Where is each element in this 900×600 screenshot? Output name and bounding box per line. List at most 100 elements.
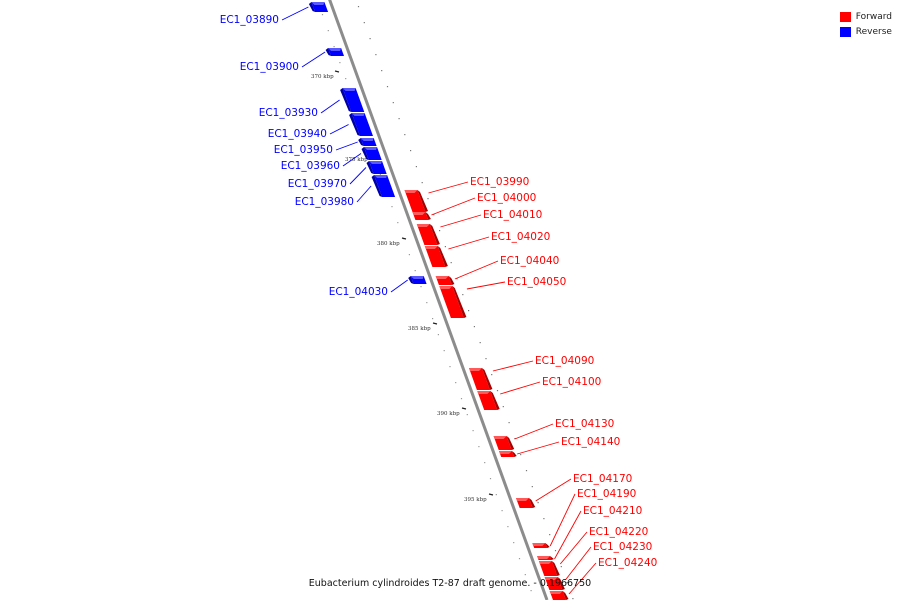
gene-block-ec1-04010[interactable] bbox=[416, 224, 440, 245]
gene-leader-line bbox=[356, 185, 372, 203]
track-dot bbox=[410, 150, 412, 152]
gene-leader-line bbox=[342, 153, 362, 167]
gene-block-ec1-04220[interactable] bbox=[538, 561, 560, 576]
gene-block-ec1-04100[interactable] bbox=[477, 391, 500, 410]
gene-label-ec1-04190[interactable]: EC1_04190 bbox=[577, 488, 636, 500]
gene-block-ec1-04190[interactable] bbox=[532, 543, 550, 548]
gene-label-ec1-04240[interactable]: EC1_04240 bbox=[598, 557, 657, 569]
gene-block-ec1-03900[interactable] bbox=[325, 48, 344, 56]
gene-label-ec1-03900[interactable]: EC1_03900 bbox=[240, 61, 299, 73]
track-dot bbox=[518, 558, 521, 560]
gene-label-ec1-03990[interactable]: EC1_03990 bbox=[470, 176, 529, 188]
gene-face bbox=[364, 147, 382, 160]
gene-label-ec1-03950[interactable]: EC1_03950 bbox=[274, 144, 333, 156]
gene-label-ec1-04170[interactable]: EC1_04170 bbox=[573, 473, 632, 485]
gene-label-ec1-03890[interactable]: EC1_03890 bbox=[220, 14, 279, 26]
gene-label-ec1-03980[interactable]: EC1_03980 bbox=[295, 196, 354, 208]
track-dot bbox=[345, 78, 347, 80]
gene-side bbox=[425, 212, 431, 220]
gene-face bbox=[477, 391, 498, 410]
gene-bevel bbox=[538, 561, 552, 564]
gene-face bbox=[538, 561, 558, 576]
gene-bevel bbox=[369, 161, 382, 164]
gene-leader-line bbox=[428, 181, 469, 194]
gene-side bbox=[340, 88, 352, 112]
gene-label-ec1-04140[interactable]: EC1_04140 bbox=[561, 436, 620, 448]
gene-label-ec1-04030[interactable]: EC1_04030 bbox=[329, 286, 388, 298]
gene-label-ec1-03960[interactable]: EC1_03960 bbox=[281, 160, 340, 172]
track-dot bbox=[404, 134, 406, 136]
gene-block-ec1-03950[interactable] bbox=[358, 138, 377, 146]
gene-side bbox=[551, 561, 560, 576]
gene-label-ec1-04020[interactable]: EC1_04020 bbox=[491, 231, 550, 243]
gene-label-ec1-04130[interactable]: EC1_04130 bbox=[555, 418, 614, 430]
gene-face bbox=[369, 161, 387, 174]
legend-swatch-forward bbox=[839, 11, 851, 22]
gene-block-ec1-04140[interactable] bbox=[499, 451, 517, 457]
track-dot bbox=[472, 430, 474, 432]
track-dot bbox=[420, 286, 422, 288]
gene-block-ec1-04130[interactable] bbox=[493, 436, 515, 450]
tick-mark bbox=[401, 237, 407, 240]
legend: Forward Reverse bbox=[839, 9, 892, 39]
gene-bevel bbox=[412, 212, 426, 215]
gene-block-ec1-04210[interactable] bbox=[537, 556, 554, 560]
gene-leader-line bbox=[301, 51, 326, 68]
gene-side bbox=[429, 224, 440, 245]
gene-side bbox=[371, 175, 383, 197]
track-dot bbox=[414, 270, 416, 272]
gene-side bbox=[366, 161, 374, 174]
gene-label-ec1-04000[interactable]: EC1_04000 bbox=[477, 192, 536, 204]
gene-block-ec1-04050[interactable] bbox=[439, 286, 467, 318]
gene-block-ec1-04240[interactable] bbox=[549, 591, 569, 600]
gene-face bbox=[469, 368, 490, 390]
gene-block-ec1-04000[interactable] bbox=[412, 212, 431, 220]
track-dot bbox=[415, 166, 417, 168]
gene-label-ec1-04210[interactable]: EC1_04210 bbox=[583, 505, 642, 517]
gene-side bbox=[550, 556, 554, 560]
gene-bevel bbox=[537, 556, 551, 559]
gene-bevel bbox=[516, 498, 529, 501]
gene-block-ec1-03930[interactable] bbox=[340, 88, 365, 112]
gene-label-ec1-04010[interactable]: EC1_04010 bbox=[483, 209, 542, 221]
gene-label-ec1-04040[interactable]: EC1_04040 bbox=[500, 255, 559, 267]
gene-side bbox=[325, 48, 331, 56]
gene-label-ec1-04230[interactable]: EC1_04230 bbox=[593, 541, 652, 553]
gene-bevel bbox=[439, 286, 453, 289]
gene-block-ec1-04230[interactable] bbox=[544, 577, 565, 590]
track-dot bbox=[507, 526, 509, 528]
gene-label-ec1-04100[interactable]: EC1_04100 bbox=[542, 376, 601, 388]
gene-block-ec1-04170[interactable] bbox=[516, 498, 536, 508]
gene-block-ec1-04020[interactable] bbox=[424, 246, 448, 267]
gene-block-ec1-03970[interactable] bbox=[366, 161, 387, 174]
track-dot bbox=[357, 6, 360, 8]
track-dot bbox=[391, 206, 393, 208]
gene-bevel bbox=[477, 391, 491, 394]
gene-leader-line bbox=[568, 562, 597, 595]
gene-label-ec1-04050[interactable]: EC1_04050 bbox=[507, 276, 566, 288]
gene-labels: EC1_03890 EC1_03900 EC1_03930 EC1_03940 EC1_… bbox=[220, 6, 657, 595]
gene-label-ec1-03930[interactable]: EC1_03930 bbox=[259, 107, 318, 119]
gene-block-ec1-03990[interactable] bbox=[404, 190, 429, 212]
gene-label-ec1-04220[interactable]: EC1_04220 bbox=[589, 526, 648, 538]
gene-block-ec1-04090[interactable] bbox=[469, 368, 493, 390]
track-dot bbox=[508, 422, 510, 424]
gene-label-ec1-03940[interactable]: EC1_03940 bbox=[268, 128, 327, 140]
legend-item-reverse: Reverse bbox=[839, 24, 892, 39]
gene-block-ec1-03890[interactable] bbox=[308, 2, 329, 12]
gene-block-ec1-04040[interactable] bbox=[435, 276, 455, 285]
gene-block-ec1-03980[interactable] bbox=[371, 175, 396, 197]
gene-block-ec1-03940[interactable] bbox=[349, 113, 373, 136]
gene-label-ec1-04090[interactable]: EC1_04090 bbox=[535, 355, 594, 367]
tick-label: 380 kbp bbox=[377, 241, 400, 247]
track-dot bbox=[479, 342, 481, 344]
gene-block-ec1-03960[interactable] bbox=[361, 147, 382, 160]
track-dot bbox=[543, 518, 545, 520]
gene-leader-line bbox=[554, 510, 582, 560]
legend-swatch-reverse bbox=[839, 26, 851, 37]
gene-label-ec1-03970[interactable]: EC1_03970 bbox=[288, 178, 347, 190]
track-dot bbox=[379, 174, 381, 176]
gene-block-ec1-04030[interactable] bbox=[408, 276, 427, 284]
gene-leader-line bbox=[517, 441, 560, 455]
track-dot bbox=[444, 246, 446, 248]
